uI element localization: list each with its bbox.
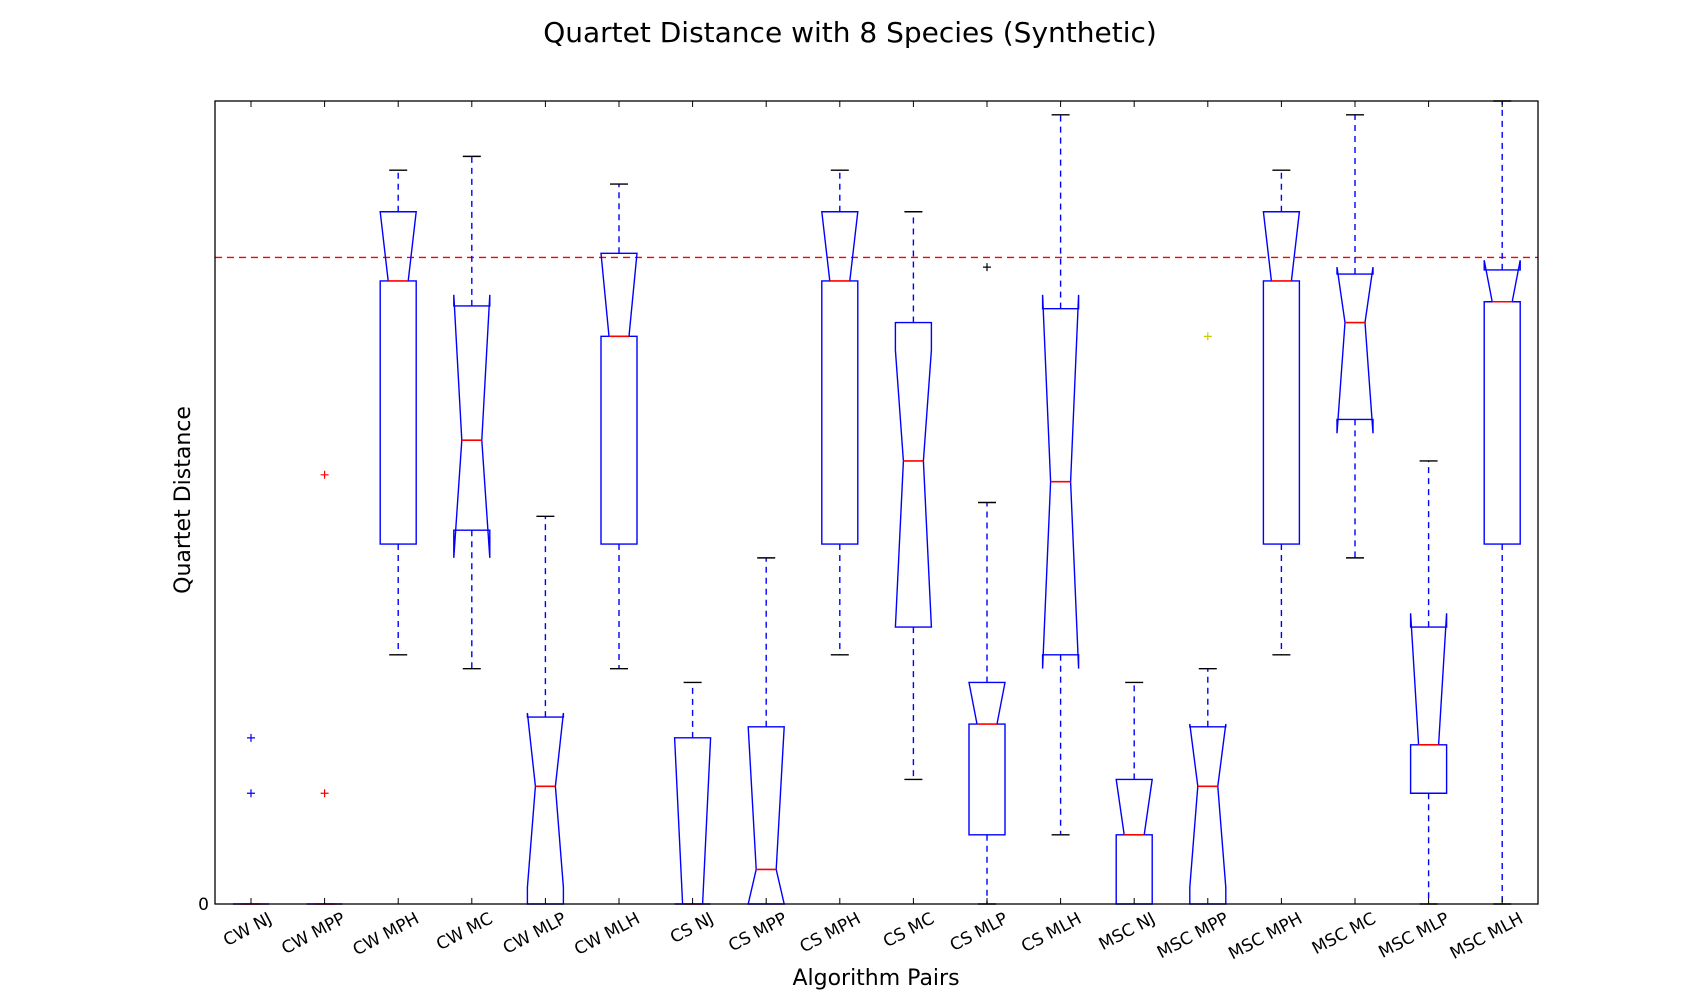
x-tick-label-cw-mpp: CW MPP [278,909,349,959]
x-tick-label-cw-mph: CW MPH [350,909,423,960]
x-tick-label-cw-mc: CW MC [433,909,496,955]
x-tick-label-cs-mph: CS MPH [797,909,864,958]
box-msc-mlh [1483,260,1521,545]
flier-cw-mpp-1 [320,470,329,479]
flier-cw-nj-1 [247,733,255,742]
chart-title: Quartet Distance with 8 Species (Synthet… [543,16,1157,49]
y-tick-label-0: 0 [198,895,209,915]
x-tick-label-cs-mpp: CS MPP [725,909,790,956]
box-cs-mc [894,321,933,628]
flier-cs-mlp-0 [983,263,991,272]
x-tick-label-msc-mc: MSC MC [1309,909,1380,959]
x-tick-label-cw-mlh: CW MLH [571,909,643,960]
x-tick-label-msc-mlp: MSC MLP [1375,909,1452,963]
flier-cw-nj-0 [247,789,255,798]
box-cs-mlh [1041,294,1080,669]
box-cs-nj [673,737,712,905]
x-tick-label-cs-mlp: CS MLP [947,909,1012,956]
box-cs-mph [821,211,859,545]
box-msc-mc [1336,267,1374,434]
x-tick-label-msc-nj: MSC NJ [1096,909,1159,955]
box-cs-mlp [968,681,1006,836]
box-cs-mpp [747,726,786,905]
box-cw-mc [453,294,491,558]
box-cw-mlp [526,712,565,905]
plot-frame [214,100,1539,905]
box-cw-mph [379,211,417,545]
box-msc-mph [1262,211,1301,545]
x-tick-label-cw-nj: CW NJ [220,909,275,951]
box-msc-nj [1115,778,1154,905]
x-tick-label-msc-mpp: MSC MPP [1154,909,1232,963]
box-cw-mlh [600,252,638,545]
flier-cw-mpp-0 [320,789,329,798]
x-tick-label-cs-mc: CS MC [880,909,938,952]
box-msc-mpp [1189,723,1227,905]
y-axis-label: Quartet Distance [171,406,196,594]
x-tick-label-cs-mlh: CS MLH [1018,909,1085,957]
x-tick-label-cs-nj: CS NJ [667,909,717,948]
plot-area: CW NJ CW MPP CW MPH CW MC CW MLP CW MLH CS NJ C… [198,100,1538,964]
x-tick-label-msc-mlh: MSC MLH [1447,909,1527,964]
flier-msc-mpp-0 [1203,332,1212,341]
box-msc-mlp [1409,613,1448,794]
x-axis-label: Algorithm Pairs [792,966,959,991]
x-tick-label-cw-mlp: CW MLP [500,909,570,959]
x-tick-label-msc-mph: MSC MPH [1225,909,1305,964]
